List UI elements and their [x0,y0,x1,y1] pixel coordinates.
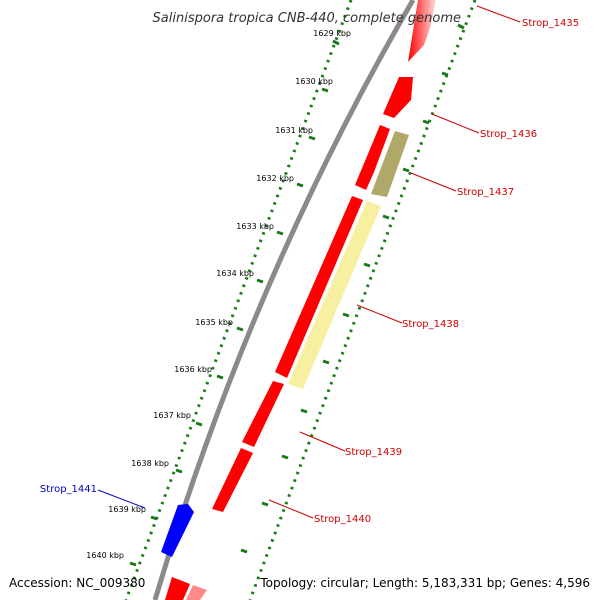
leader-lines [97,5,521,519]
gene-label-strop-1435[interactable]: Strop_1435 [522,18,579,29]
inner-major-ticks [129,39,340,567]
gene-label-strop-1436[interactable]: Strop_1436 [480,129,537,140]
pseudogene-strop-1438[interactable] [288,201,381,389]
outer-tick-track [248,0,477,600]
gene-label-strop-1440[interactable]: Strop_1440 [314,514,371,525]
gene-partial-bottom-b[interactable] [186,585,207,600]
map-title: Salinispora tropica CNB-440, complete ge… [153,11,461,26]
kbp-tick-label: 1630 kbp [295,77,333,86]
gene-strop-1439[interactable] [242,381,284,447]
kbp-tick-label: 1634 kbp [216,269,254,278]
kbp-tick-label: 1633 kbp [236,222,274,231]
outer-major-ticks [240,23,465,554]
gene-strop-1441[interactable] [161,504,194,557]
kbp-labels: 1629 kbp 1630 kbp 1631 kbp 1632 kbp 1633 kbp… [86,29,351,560]
gene-label-strop-1439[interactable]: Strop_1439 [345,447,402,458]
pseudogene-strop-1437[interactable] [371,131,409,197]
kbp-tick-label: 1629 kbp [313,29,351,38]
kbp-tick-label: 1636 kbp [174,365,212,374]
kbp-tick-label: 1632 kbp [256,174,294,183]
kbp-tick-label: 1639 kbp [108,505,146,514]
genome-summary-text: Topology: circular; Length: 5,183,331 bp… [259,576,590,590]
accession-text: Accession: NC_009380 [9,576,145,590]
gene-strop-1440[interactable] [212,448,253,512]
gene-labels: Strop_1435 Strop_1436 Strop_1437 Strop_1438… [40,18,579,525]
kbp-tick-label: 1640 kbp [86,551,124,560]
gene-label-strop-1441[interactable]: Strop_1441 [40,484,97,495]
kbp-tick-label: 1631 kbp [275,126,313,135]
gene-label-strop-1438[interactable]: Strop_1438 [402,319,459,330]
inner-tick-track [124,0,353,600]
kbp-tick-label: 1638 kbp [131,459,169,468]
gene-strop-1436b[interactable] [355,125,390,190]
gene-partial-bottom-a[interactable] [165,577,190,600]
gene-strop-1435[interactable] [408,0,436,62]
kbp-tick-label: 1635 kbp [195,318,233,327]
kbp-tick-label: 1637 kbp [153,411,191,420]
gene-strop-1436[interactable] [383,77,413,118]
gene-strop-1438-red[interactable] [275,196,363,378]
gene-label-strop-1437[interactable]: Strop_1437 [457,187,514,198]
